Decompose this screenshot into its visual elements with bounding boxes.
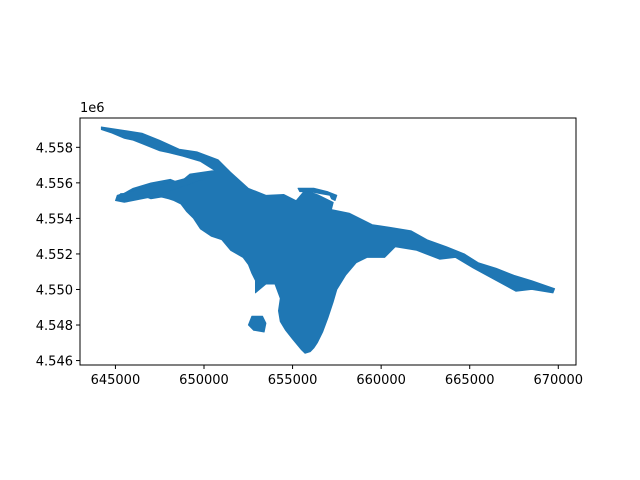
y-tick-label: 4.554 xyxy=(36,212,73,227)
y-tick-label: 4.550 xyxy=(36,283,73,298)
y-tick-label: 4.558 xyxy=(36,141,73,156)
y-tick-label: 4.556 xyxy=(36,177,73,192)
region-northern-finger xyxy=(297,187,338,202)
region-southwest-islet xyxy=(247,315,267,333)
y-offset-label: 1e6 xyxy=(80,101,105,116)
y-tick-label: 4.552 xyxy=(36,248,73,263)
region-west-strip xyxy=(115,173,210,203)
region-polygons xyxy=(100,126,556,354)
x-tick-label: 670000 xyxy=(533,373,583,388)
x-tick-label: 655000 xyxy=(268,373,318,388)
axes-frame xyxy=(79,117,577,366)
y-axis: 4.546 4.548 4.550 4.552 4.554 4.556 4.558 xyxy=(36,141,80,370)
x-tick-label: 665000 xyxy=(445,373,495,388)
y-tick-label: 4.548 xyxy=(36,319,73,334)
y-tick-label: 4.546 xyxy=(36,355,73,370)
region-main-region xyxy=(100,126,556,354)
x-tick-label: 645000 xyxy=(91,373,141,388)
x-tick-label: 660000 xyxy=(356,373,406,388)
x-axis: 645000 650000 655000 660000 665000 670000 xyxy=(91,365,583,388)
x-tick-label: 650000 xyxy=(179,373,229,388)
